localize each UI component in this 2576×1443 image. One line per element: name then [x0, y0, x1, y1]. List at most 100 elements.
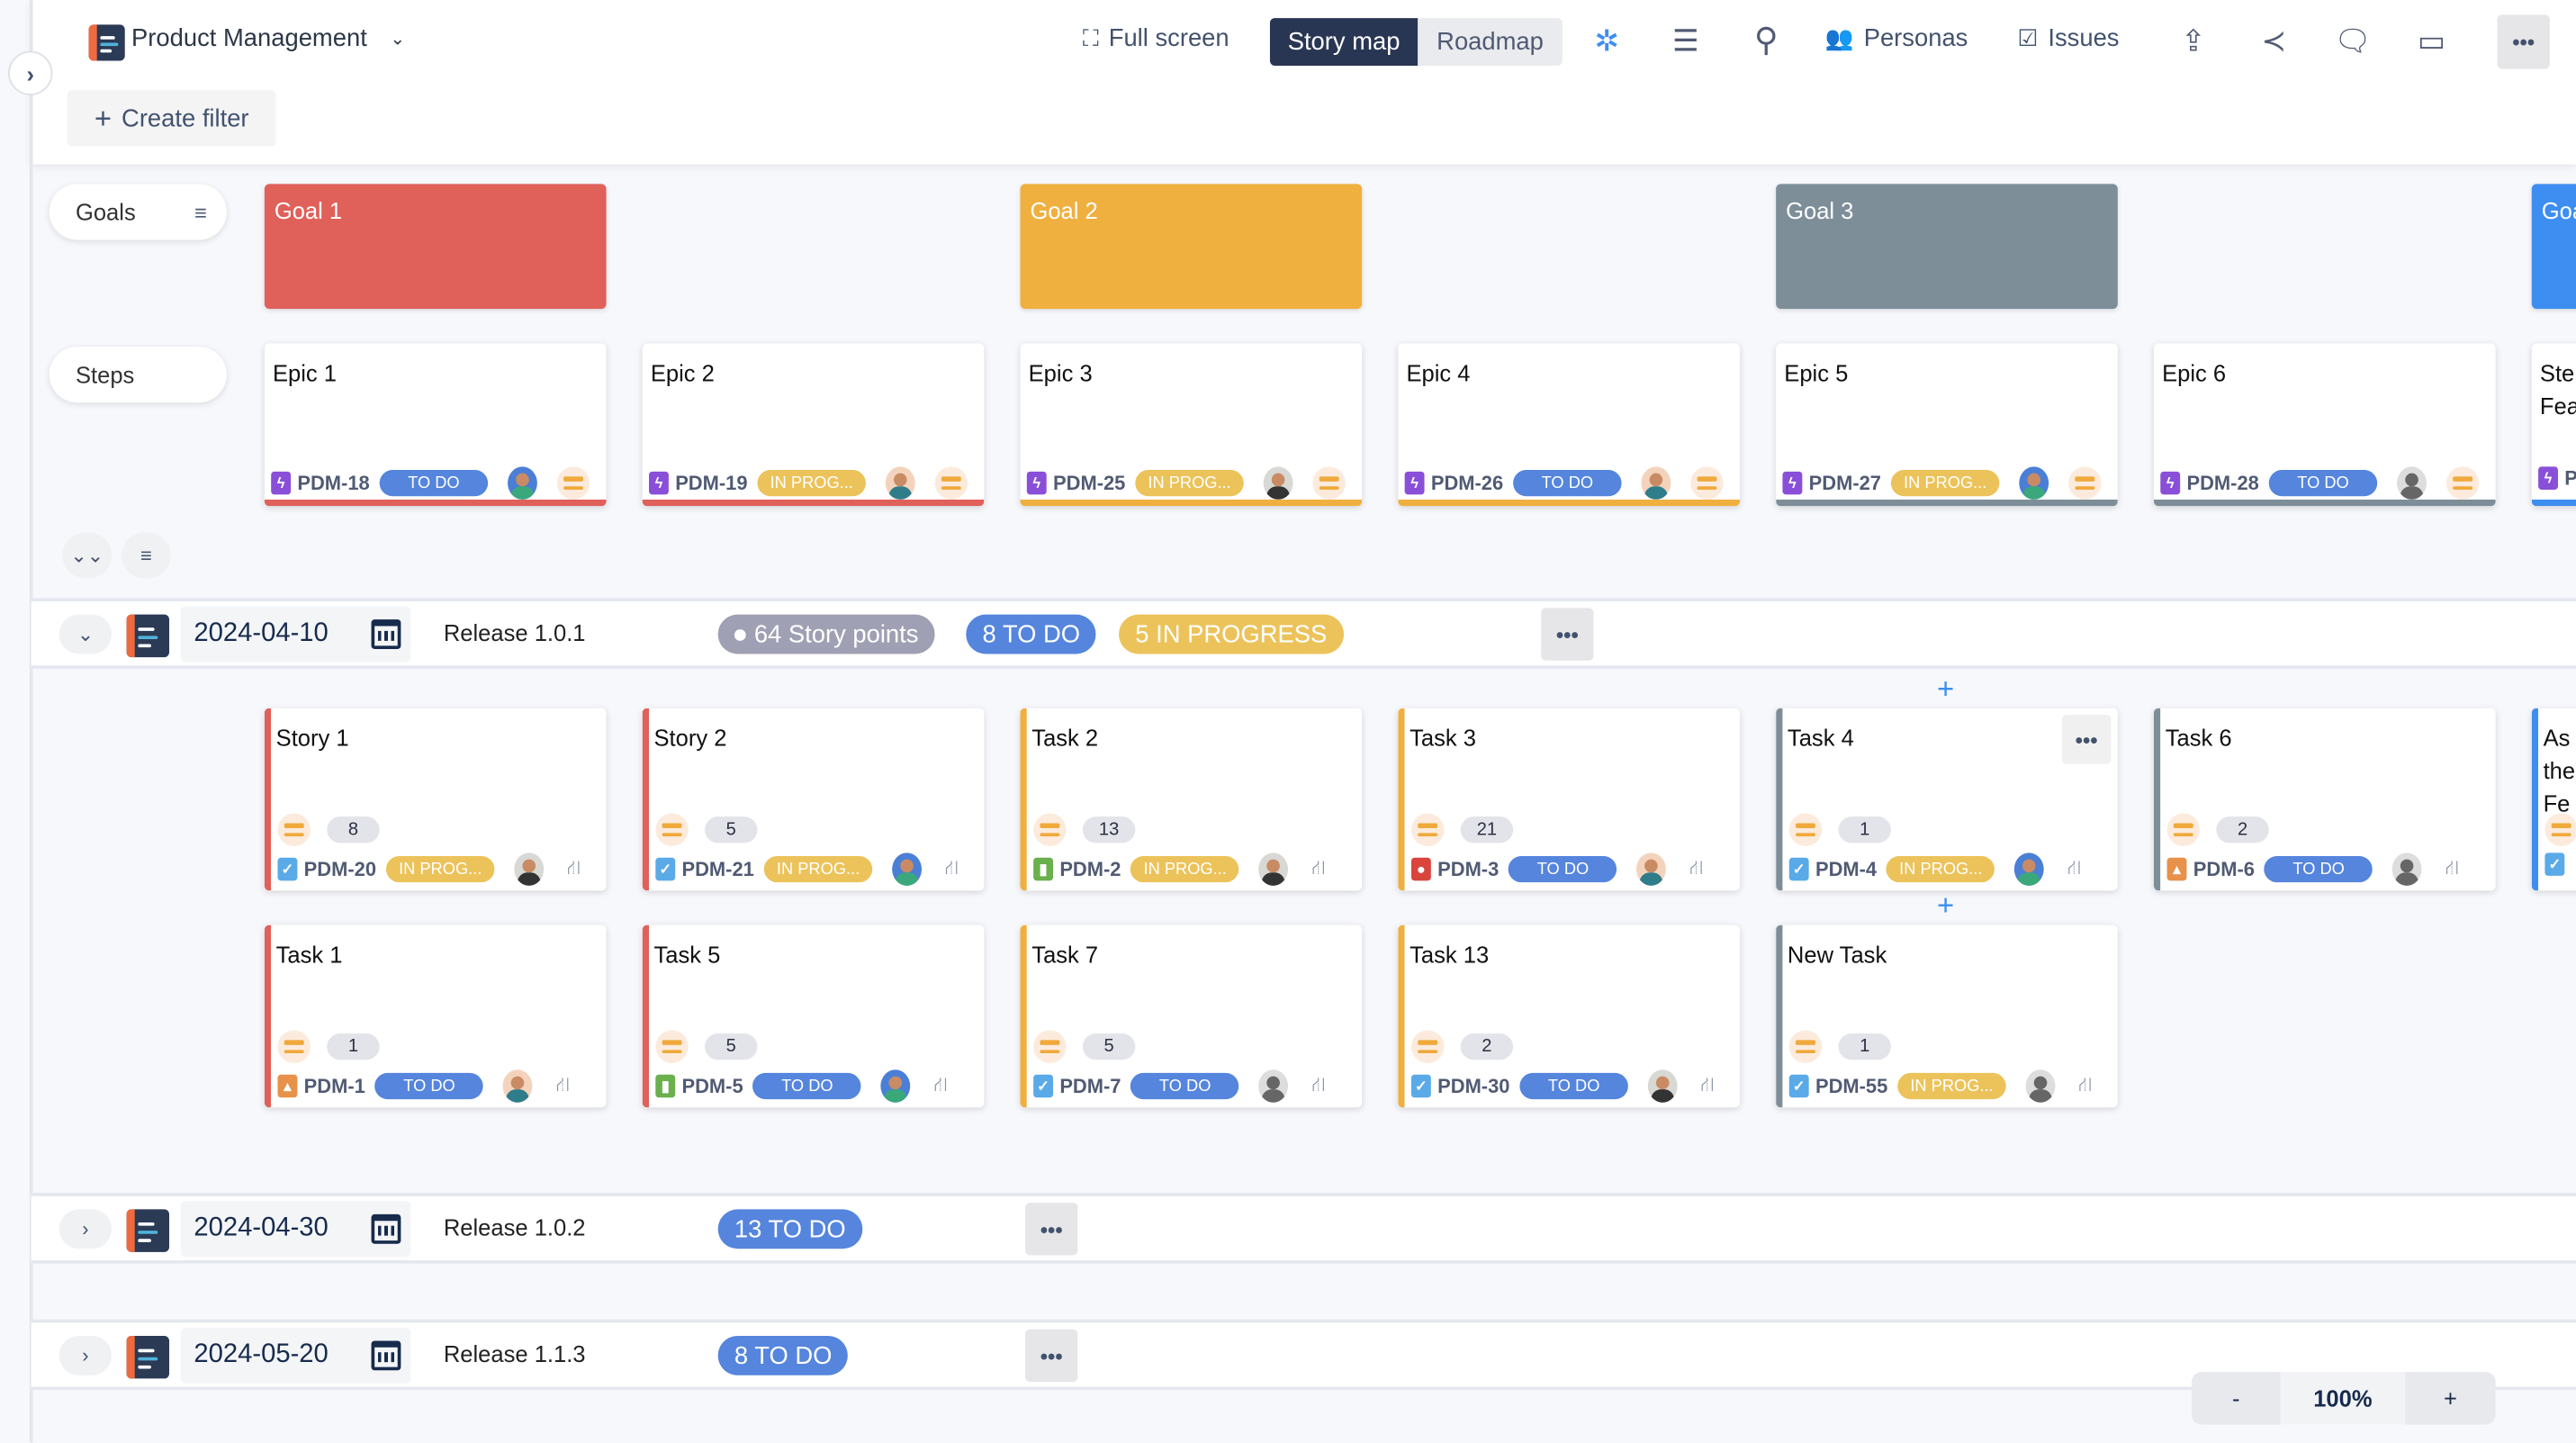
issue-key[interactable]: PDM-18: [297, 471, 370, 495]
story-card[interactable]: Task 7 5 ✓ PDM-7 TO DO ⛙: [1020, 924, 1363, 1108]
hierarchy-icon[interactable]: ⛙: [944, 855, 959, 879]
assignee-avatar[interactable]: [514, 852, 545, 886]
filter-rows-button[interactable]: ≡: [122, 532, 171, 579]
release-name[interactable]: Release 1.0.2: [443, 1213, 586, 1241]
story-card[interactable]: Task 2 13 ▮ PDM-2 IN PROG... ⛙: [1020, 708, 1363, 891]
status-badge[interactable]: TO DO: [2264, 855, 2373, 883]
story-points[interactable]: 5: [705, 1033, 758, 1060]
epic-card[interactable]: Epic 4 ϟ PDM-26 TO DO: [1398, 343, 1740, 507]
issue-key[interactable]: PDM-4: [1815, 857, 1878, 881]
status-badge[interactable]: IN PROG...: [385, 855, 495, 883]
goal-card[interactable]: Goa: [2531, 184, 2576, 310]
story-points[interactable]: 1: [1838, 816, 1891, 843]
zoom-out-button[interactable]: -: [2231, 1384, 2240, 1411]
hierarchy-icon[interactable]: ⛙: [2067, 855, 2082, 879]
filter-icon[interactable]: ≡: [194, 199, 207, 225]
story-card[interactable]: Story 1 8 ✓ PDM-20 IN PROG... ⛙: [264, 708, 607, 891]
status-badge[interactable]: TO DO: [1509, 855, 1617, 883]
assignee-avatar[interactable]: [1636, 852, 1667, 886]
story-card[interactable]: Task 13 2 ✓ PDM-30 TO DO ⛙: [1398, 924, 1740, 1108]
hierarchy-icon[interactable]: ⛙: [555, 1072, 570, 1096]
release-more-button[interactable]: •••: [1024, 1329, 1078, 1383]
hierarchy-icon[interactable]: ⛙: [1311, 1072, 1326, 1096]
assignee-avatar[interactable]: [503, 1069, 534, 1103]
release-date-picker[interactable]: 2024-05-20: [180, 1327, 411, 1384]
calendar-icon[interactable]: [371, 1213, 401, 1244]
issue-key[interactable]: PDM-55: [1815, 1074, 1888, 1098]
expand-release-button[interactable]: ›: [59, 1209, 113, 1249]
hierarchy-icon[interactable]: ⛙: [933, 1072, 948, 1096]
assignee-avatar[interactable]: [1647, 1069, 1678, 1103]
story-card[interactable]: Task 5 5 ▮ PDM-5 TO DO ⛙: [642, 924, 985, 1108]
release-date-picker[interactable]: 2024-04-30: [180, 1201, 411, 1258]
comment-icon[interactable]: 🗨: [2333, 23, 2372, 57]
calendar-icon[interactable]: [371, 619, 401, 649]
ai-sparkle-icon[interactable]: ✲: [1594, 23, 1619, 57]
release-date-picker[interactable]: 2024-04-10: [180, 606, 411, 663]
issue-key[interactable]: PDM-3: [1437, 857, 1500, 881]
tab-story-map[interactable]: Story map: [1269, 18, 1419, 67]
story-card[interactable]: Task 3 21 ● PDM-3 TO DO ⛙: [1398, 708, 1740, 891]
status-badge[interactable]: TO DO: [1519, 1072, 1628, 1100]
personas-button[interactable]: 👥 Personas: [1825, 24, 1968, 52]
epic-card[interactable]: Epic 1 ϟ PDM-18 TO DO: [264, 343, 607, 507]
status-badge[interactable]: TO DO: [1130, 1072, 1239, 1100]
assignee-avatar[interactable]: [880, 1069, 911, 1103]
issue-key[interactable]: PDM-6: [2193, 857, 2255, 881]
issue-key[interactable]: PDM-28: [2186, 471, 2259, 495]
goal-card[interactable]: Goal 3: [1776, 184, 2118, 310]
issue-key[interactable]: PDM-1: [303, 1074, 365, 1098]
project-switcher[interactable]: Product Management ⌄: [131, 24, 405, 52]
issue-key[interactable]: PDM-7: [1059, 1074, 1121, 1098]
assignee-avatar[interactable]: [2019, 466, 2049, 500]
status-badge[interactable]: TO DO: [752, 1072, 862, 1100]
status-badge[interactable]: IN PROG...: [1135, 470, 1244, 497]
epic-card[interactable]: Ste Fea ϟP: [2531, 343, 2576, 507]
assignee-avatar[interactable]: [1258, 852, 1289, 886]
story-points[interactable]: 2: [1460, 1033, 1514, 1060]
release-name[interactable]: Release 1.0.1: [443, 619, 586, 646]
issues-button[interactable]: ☑ Issues: [2017, 24, 2119, 52]
story-points[interactable]: 8: [327, 816, 380, 843]
status-badge[interactable]: TO DO: [1513, 470, 1622, 497]
assignee-avatar[interactable]: [1258, 1069, 1289, 1103]
search-icon[interactable]: ⚲: [1753, 22, 1779, 59]
issue-key[interactable]: PDM-27: [1808, 471, 1881, 495]
epic-card[interactable]: Epic 2 ϟ PDM-19 IN PROG...: [642, 343, 985, 507]
story-card[interactable]: Task 6 2 ▴ PDM-6 TO DO ⛙: [2153, 708, 2496, 891]
tab-roadmap[interactable]: Roadmap: [1418, 18, 1563, 67]
issue-key[interactable]: PDM-19: [675, 471, 748, 495]
assignee-avatar[interactable]: [1263, 466, 1293, 500]
issue-key[interactable]: P: [2564, 466, 2576, 490]
collapse-all-button[interactable]: ⌄⌄: [62, 532, 113, 579]
status-badge[interactable]: TO DO: [2268, 470, 2378, 497]
story-points[interactable]: 21: [1460, 816, 1514, 843]
assignee-avatar[interactable]: [2397, 466, 2427, 500]
story-points[interactable]: 13: [1082, 816, 1136, 843]
story-points[interactable]: 1: [1838, 1033, 1891, 1060]
assignee-avatar[interactable]: [508, 466, 537, 500]
hierarchy-icon[interactable]: ⛙: [1700, 1072, 1715, 1096]
list-view-icon[interactable]: ☰: [1672, 23, 1699, 57]
hierarchy-icon[interactable]: ⛙: [2078, 1072, 2093, 1096]
hierarchy-icon[interactable]: ⛙: [1311, 855, 1326, 879]
status-badge[interactable]: IN PROG...: [763, 855, 873, 883]
hierarchy-icon[interactable]: ⛙: [1689, 855, 1704, 879]
full-screen-button[interactable]: ⛶ Full screen: [1083, 24, 1229, 52]
story-card[interactable]: New Task 1 ✓ PDM-55 IN PROG... ⛙: [1776, 924, 2118, 1108]
issue-key[interactable]: PDM-26: [1430, 471, 1504, 495]
calendar-icon[interactable]: [371, 1340, 401, 1371]
assignee-avatar[interactable]: [1641, 466, 1671, 500]
more-options-button[interactable]: •••: [2497, 14, 2550, 69]
issue-key[interactable]: PDM-25: [1053, 471, 1126, 495]
story-points[interactable]: 5: [705, 816, 758, 843]
story-points[interactable]: 5: [1082, 1033, 1136, 1060]
release-more-button[interactable]: •••: [1024, 1203, 1078, 1256]
export-icon[interactable]: ⇪: [2181, 23, 2206, 57]
release-more-button[interactable]: •••: [1541, 608, 1594, 661]
status-badge[interactable]: IN PROG...: [1130, 855, 1239, 883]
window-icon[interactable]: ▭: [2417, 23, 2445, 57]
issue-key[interactable]: PDM-21: [681, 857, 754, 881]
create-filter-button[interactable]: + Create filter: [67, 90, 276, 147]
zoom-in-button[interactable]: +: [2443, 1384, 2457, 1411]
